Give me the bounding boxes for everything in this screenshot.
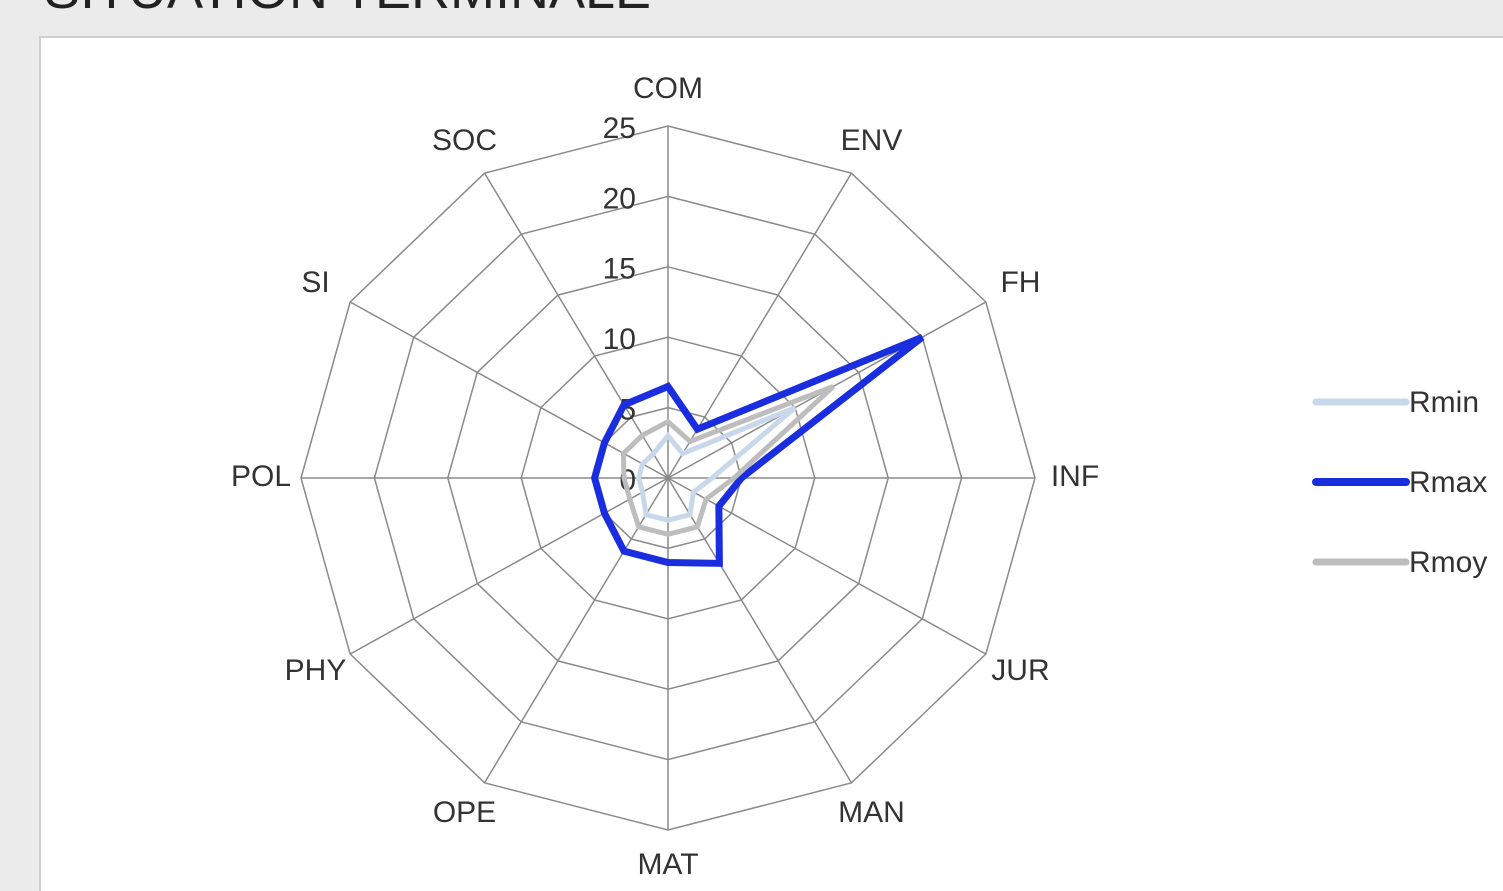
- axis-label: SI: [301, 266, 329, 299]
- spoke: [349, 477, 669, 655]
- chart-title: SITUATION TERMINALE: [44, 0, 651, 20]
- legend-label: Rmin: [1409, 386, 1479, 419]
- spoke: [349, 301, 669, 479]
- axis-label: COM: [633, 72, 703, 105]
- legend-label: Rmax: [1409, 466, 1487, 499]
- legend-label: Rmoy: [1409, 546, 1487, 579]
- r-tick-label: 15: [603, 253, 636, 286]
- axis-label: PHY: [285, 654, 347, 687]
- axis-label: ENV: [841, 124, 903, 157]
- axis-label: POL: [231, 460, 291, 493]
- axis-label: FH: [1000, 266, 1040, 299]
- axis-label: MAN: [838, 796, 905, 829]
- r-tick-label: 10: [603, 323, 636, 356]
- axis-label: SOC: [432, 124, 497, 157]
- r-tick-label: 20: [603, 182, 636, 215]
- series-line: [636, 405, 797, 523]
- axis-label: OPE: [433, 796, 496, 829]
- series-line: [590, 333, 925, 567]
- series-line: [620, 384, 835, 537]
- r-tick-label: 25: [603, 112, 636, 145]
- chart-panel: [39, 36, 1503, 891]
- spoke: [483, 172, 669, 479]
- axis-label: INF: [1051, 460, 1099, 493]
- axis-label: JUR: [991, 654, 1049, 687]
- axis-label: MAT: [637, 848, 698, 881]
